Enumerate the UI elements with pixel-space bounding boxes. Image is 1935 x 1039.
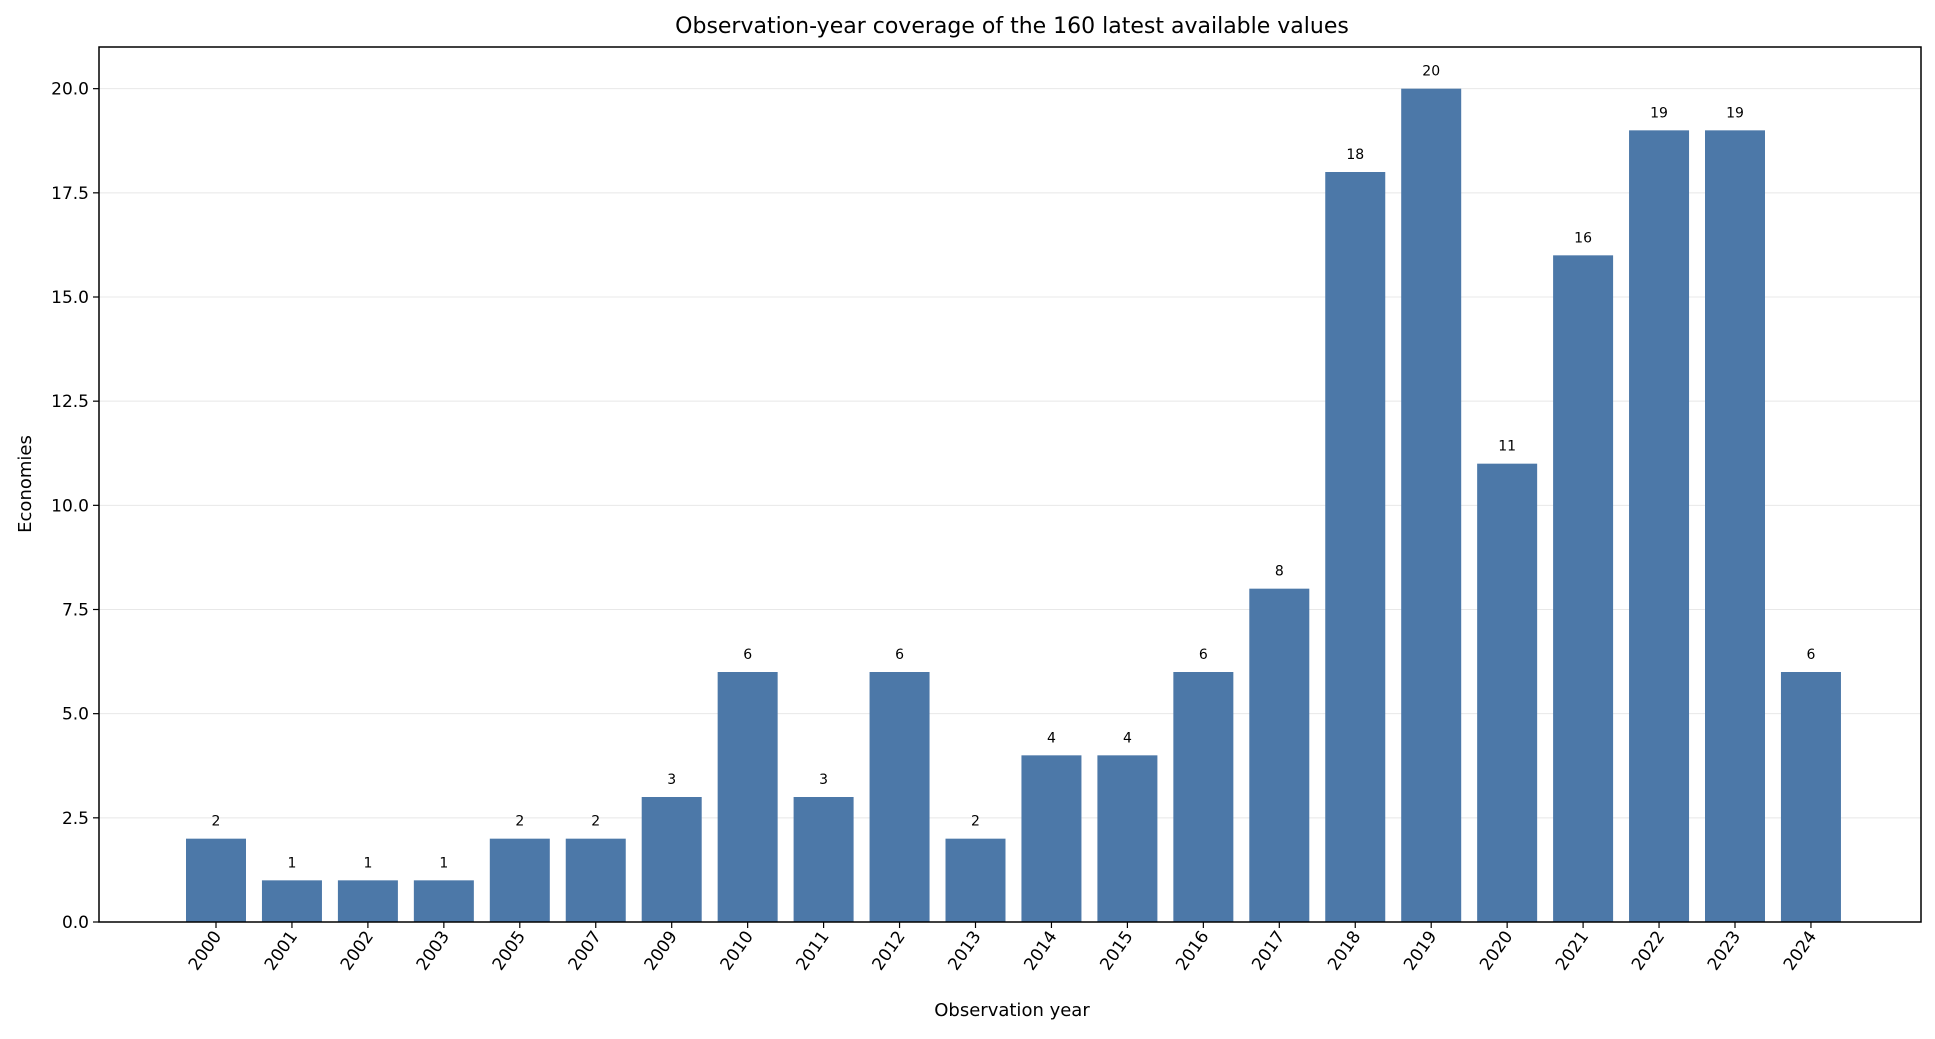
x-tick-label-2010: 2010 xyxy=(717,927,758,974)
data-label-2002: 1 xyxy=(363,855,372,871)
x-tick-label-2019: 2019 xyxy=(1400,927,1441,974)
bar-2017 xyxy=(1249,588,1310,922)
data-label-2022: 19 xyxy=(1650,105,1668,121)
bar-2005 xyxy=(489,838,550,922)
bar-2024 xyxy=(1780,672,1841,922)
x-axis-ticks: 2000 2001 2002 2003 2005 2007 2009 2010 2011 2012… xyxy=(185,922,1821,974)
bar-2000 xyxy=(186,838,246,922)
x-tick-label-2011: 2011 xyxy=(792,927,833,974)
y-tick-label: 7.5 xyxy=(62,601,89,621)
data-label-2007: 2 xyxy=(591,814,600,830)
y-tick-label: 2.5 xyxy=(62,809,89,829)
data-label-2018: 18 xyxy=(1346,147,1364,163)
data-label-2001: 1 xyxy=(287,855,296,871)
y-tick-label: 10.0 xyxy=(51,496,89,516)
x-tick-label-2009: 2009 xyxy=(641,927,682,974)
bar-2023 xyxy=(1705,130,1765,923)
x-tick-label-2013: 2013 xyxy=(944,927,985,974)
bar-2012 xyxy=(869,672,930,922)
bar-2010 xyxy=(717,672,778,922)
bar-2020 xyxy=(1477,463,1538,922)
x-tick-label-2014: 2014 xyxy=(1020,927,1061,974)
data-label-2003: 1 xyxy=(439,855,448,871)
bar-2011 xyxy=(793,797,854,922)
data-label-2012: 6 xyxy=(895,647,904,663)
y-axis-ticks: 0.0 2.5 5.0 7.5 10.0 12.5 15.0 17.5 20.0 xyxy=(51,80,99,933)
x-tick-label-2005: 2005 xyxy=(489,927,530,974)
x-tick-label-2016: 2016 xyxy=(1172,927,1213,974)
data-label-2021: 16 xyxy=(1574,230,1592,246)
x-tick-label-2000: 2000 xyxy=(185,927,226,974)
data-label-2015: 4 xyxy=(1123,730,1132,746)
bar-2002 xyxy=(337,880,398,922)
x-tick-label-2021: 2021 xyxy=(1552,927,1593,974)
y-tick-label: 0.0 xyxy=(62,913,89,933)
bar-2003 xyxy=(413,880,474,922)
data-label-2011: 3 xyxy=(819,772,828,788)
x-tick-label-2012: 2012 xyxy=(868,927,909,974)
x-tick-label-2020: 2020 xyxy=(1476,927,1517,974)
bar-2013 xyxy=(945,838,1006,922)
bar-2015 xyxy=(1097,755,1158,922)
x-tick-label-2003: 2003 xyxy=(413,927,454,974)
bar-2019 xyxy=(1401,88,1462,922)
data-label-2009: 3 xyxy=(667,772,676,788)
data-label-2020: 11 xyxy=(1498,439,1516,455)
data-label-2005: 2 xyxy=(515,814,524,830)
chart-title: Observation-year coverage of the 160 lat… xyxy=(675,14,1349,39)
x-tick-label-2024: 2024 xyxy=(1780,927,1821,974)
bar-2009 xyxy=(641,797,702,922)
x-tick-label-2018: 2018 xyxy=(1324,927,1365,974)
bar-2018 xyxy=(1325,172,1386,922)
data-label-2019: 20 xyxy=(1422,64,1440,80)
y-tick-label: 20.0 xyxy=(51,80,89,100)
data-label-2014: 4 xyxy=(1047,730,1056,746)
data-label-2017: 8 xyxy=(1275,564,1284,580)
bar-2014 xyxy=(1021,755,1082,922)
x-tick-label-2002: 2002 xyxy=(337,927,378,974)
x-tick-label-2015: 2015 xyxy=(1096,927,1137,974)
bar-2022 xyxy=(1629,130,1690,923)
y-tick-label: 12.5 xyxy=(51,392,89,412)
x-tick-label-2017: 2017 xyxy=(1248,927,1289,974)
y-axis-label: Economies xyxy=(15,435,36,533)
data-label-2023: 19 xyxy=(1726,105,1744,121)
bar-2007 xyxy=(565,838,626,922)
x-tick-label-2001: 2001 xyxy=(261,927,302,974)
bar-2016 xyxy=(1173,672,1234,922)
data-label-2013: 2 xyxy=(971,814,980,830)
y-tick-label: 15.0 xyxy=(51,288,89,308)
x-tick-label-2023: 2023 xyxy=(1704,927,1745,974)
x-axis-label: Observation year xyxy=(934,1000,1090,1021)
data-label-2010: 6 xyxy=(743,647,752,663)
y-tick-label: 17.5 xyxy=(51,184,89,204)
y-tick-label: 5.0 xyxy=(62,705,89,725)
x-tick-label-2022: 2022 xyxy=(1628,927,1669,974)
x-tick-label-2007: 2007 xyxy=(565,927,606,974)
bar-2001 xyxy=(261,880,322,922)
plot-frame xyxy=(98,46,1922,923)
data-label-2000: 2 xyxy=(212,814,221,830)
bars xyxy=(186,88,1841,923)
data-label-2016: 6 xyxy=(1199,647,1208,663)
gridlines xyxy=(99,88,1921,819)
bar-2021 xyxy=(1553,255,1614,923)
data-label-2024: 6 xyxy=(1806,647,1815,663)
